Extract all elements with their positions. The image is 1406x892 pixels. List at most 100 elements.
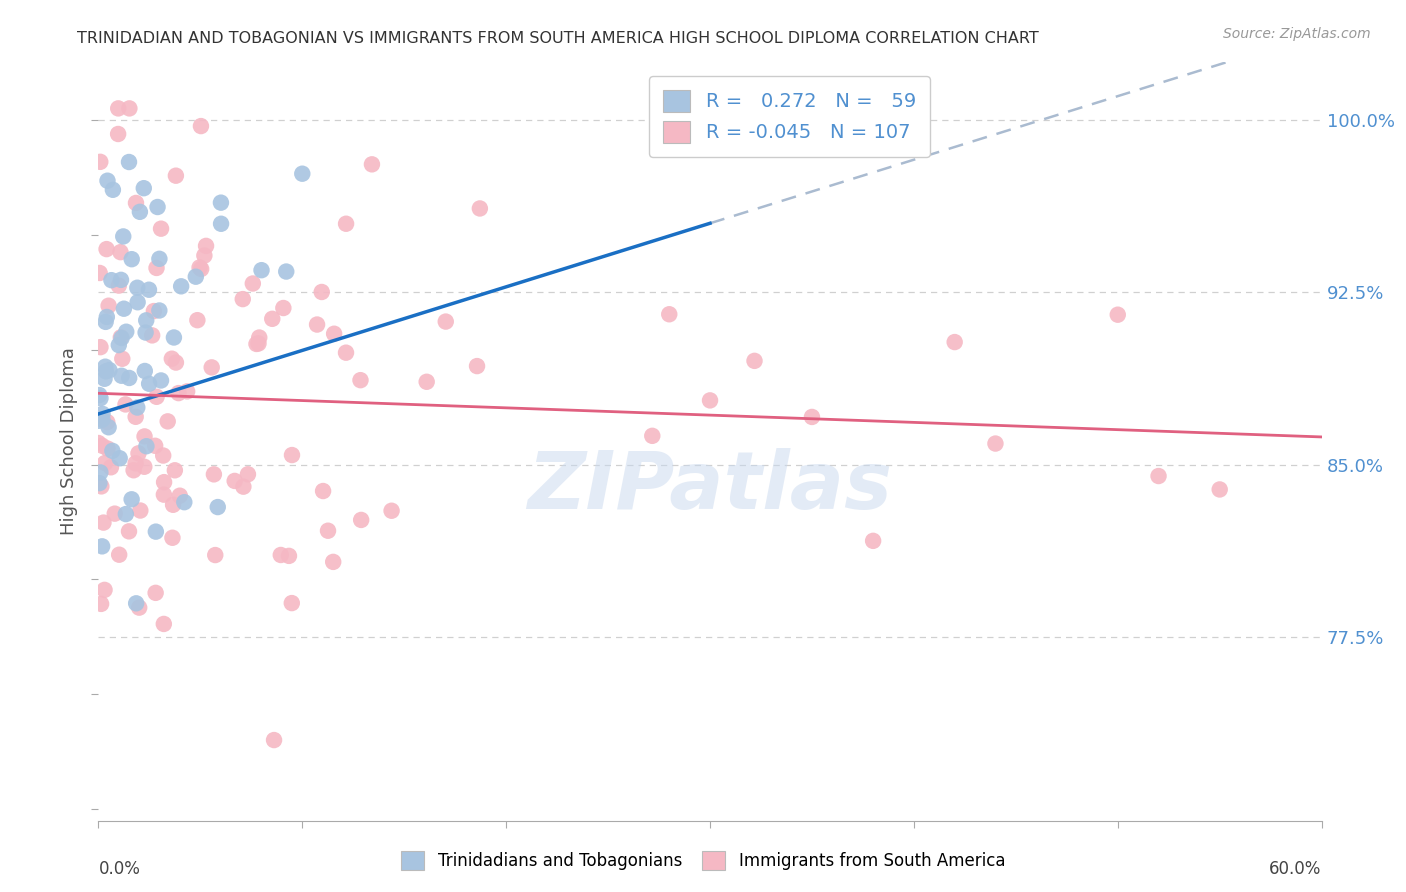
- Point: [108, 278, 131, 293]
- Point: [91, 539, 114, 553]
- Point: [153, 475, 176, 490]
- Point: [247, 336, 270, 351]
- Point: [96, 174, 118, 188]
- Point: [114, 507, 136, 521]
- Point: [110, 245, 132, 260]
- Point: [121, 492, 143, 507]
- Point: [107, 102, 129, 116]
- Point: [307, 318, 329, 332]
- Point: [162, 498, 184, 512]
- Point: [96, 242, 118, 256]
- Point: [127, 401, 149, 415]
- Point: [93, 582, 115, 597]
- Point: [250, 263, 273, 277]
- Point: [98, 363, 121, 377]
- Point: [96, 310, 118, 324]
- Point: [107, 127, 129, 141]
- Point: [89, 266, 111, 280]
- Point: [97, 299, 120, 313]
- Point: [110, 273, 132, 287]
- Point: [263, 733, 285, 747]
- Text: ZIPatlas: ZIPatlas: [527, 448, 893, 526]
- Point: [134, 459, 156, 474]
- Point: [125, 596, 148, 610]
- Point: [145, 260, 167, 275]
- Point: [169, 489, 191, 503]
- Point: [87, 436, 110, 450]
- Legend: R =   0.272   N =   59, R = -0.045   N = 107: R = 0.272 N = 59, R = -0.045 N = 107: [650, 76, 929, 157]
- Point: [108, 451, 131, 466]
- Point: [135, 326, 157, 340]
- Point: [94, 315, 117, 329]
- Point: [89, 391, 111, 405]
- Point: [188, 260, 211, 275]
- Point: [93, 516, 115, 530]
- Point: [245, 337, 267, 351]
- Point: [160, 351, 183, 366]
- Point: [134, 429, 156, 443]
- Point: [232, 292, 254, 306]
- Point: [118, 371, 141, 385]
- Point: [984, 436, 1007, 450]
- Point: [112, 301, 135, 316]
- Point: [744, 354, 766, 368]
- Point: [104, 507, 127, 521]
- Y-axis label: High School Diploma: High School Diploma: [59, 348, 77, 535]
- Point: [381, 504, 404, 518]
- Point: [316, 524, 339, 538]
- Point: [184, 269, 207, 284]
- Point: [125, 196, 148, 211]
- Point: [96, 415, 118, 429]
- Point: [186, 313, 208, 327]
- Point: [114, 397, 136, 411]
- Text: 60.0%: 60.0%: [1270, 860, 1322, 878]
- Point: [148, 252, 170, 266]
- Point: [145, 390, 167, 404]
- Point: [349, 373, 371, 387]
- Point: [202, 467, 225, 482]
- Point: [150, 374, 173, 388]
- Point: [129, 503, 152, 517]
- Point: [138, 283, 160, 297]
- Point: [658, 307, 681, 321]
- Point: [89, 388, 111, 402]
- Point: [145, 524, 167, 539]
- Point: [153, 616, 176, 631]
- Point: [118, 102, 141, 116]
- Point: [1147, 469, 1170, 483]
- Point: [190, 119, 212, 133]
- Point: [415, 375, 437, 389]
- Point: [97, 420, 120, 434]
- Point: [163, 330, 186, 344]
- Point: [141, 328, 163, 343]
- Point: [89, 466, 111, 480]
- Point: [236, 467, 259, 482]
- Point: [322, 555, 344, 569]
- Point: [173, 495, 195, 509]
- Text: 0.0%: 0.0%: [98, 860, 141, 878]
- Point: [434, 315, 457, 329]
- Point: [118, 524, 141, 539]
- Point: [100, 273, 122, 287]
- Point: [281, 596, 304, 610]
- Point: [335, 217, 357, 231]
- Point: [127, 295, 149, 310]
- Point: [89, 476, 111, 491]
- Legend: Trinidadians and Tobagonians, Immigrants from South America: Trinidadians and Tobagonians, Immigrants…: [394, 844, 1012, 877]
- Point: [335, 345, 357, 359]
- Point: [146, 200, 169, 214]
- Point: [204, 548, 226, 562]
- Point: [121, 252, 143, 267]
- Point: [312, 483, 335, 498]
- Point: [122, 463, 145, 477]
- Point: [94, 456, 117, 470]
- Point: [124, 409, 146, 424]
- Point: [108, 338, 131, 352]
- Point: [87, 414, 110, 428]
- Point: [112, 229, 135, 244]
- Point: [118, 155, 141, 169]
- Point: [94, 359, 117, 374]
- Point: [101, 183, 124, 197]
- Point: [91, 412, 114, 426]
- Point: [465, 359, 488, 373]
